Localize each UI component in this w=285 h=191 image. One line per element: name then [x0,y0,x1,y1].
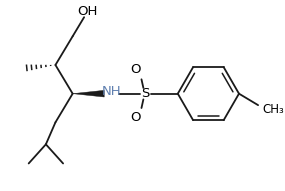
Text: O: O [131,63,141,76]
Text: NH: NH [102,85,122,98]
Text: S: S [141,87,150,100]
Polygon shape [73,90,104,97]
Text: OH: OH [77,5,97,18]
Text: O: O [131,111,141,124]
Text: CH₃: CH₃ [262,103,284,117]
